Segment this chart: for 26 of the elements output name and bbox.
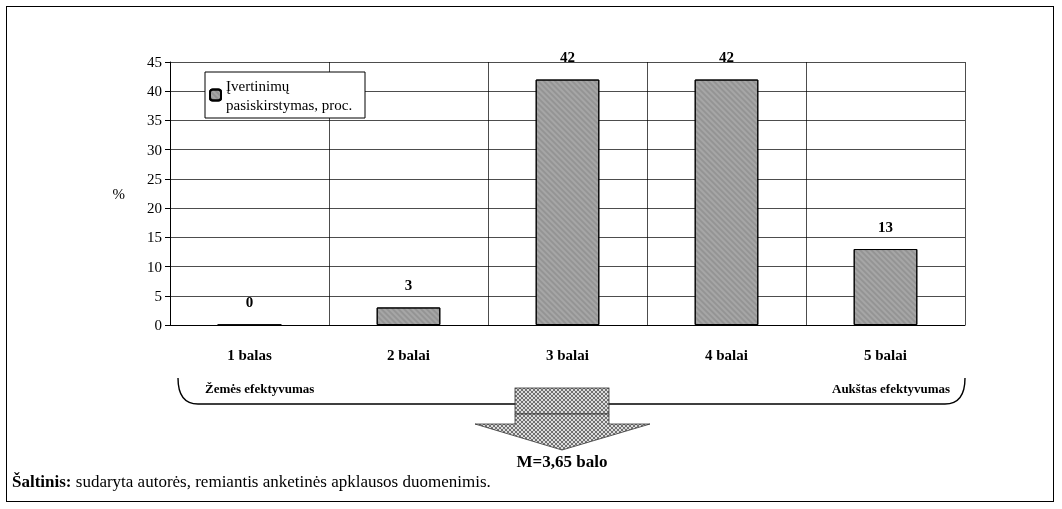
- data-label: 42: [560, 49, 575, 66]
- text: Žemės efektyvumas: [205, 381, 315, 397]
- data-label: 42: [719, 49, 734, 66]
- y-tick-label: 15: [147, 229, 162, 246]
- text: Šaltinis: sudaryta autorės, remiantis anketinės apklausos duomenimis.: [12, 472, 491, 492]
- x-tick-label: 4 balai: [705, 346, 748, 363]
- x-tick-label: 5 balai: [864, 346, 907, 363]
- y-tick-label: 30: [147, 141, 162, 158]
- y-tick-label: 20: [147, 200, 162, 217]
- y-tick-label: 35: [147, 112, 162, 129]
- y-tick-label: 25: [147, 170, 162, 187]
- y-tick-label: 0: [154, 317, 162, 333]
- legend-label: Įvertinimų pasiskirstymas, proc.: [226, 77, 353, 113]
- x-tick-label: 2 balai: [387, 346, 430, 363]
- data-label: 13: [878, 218, 893, 235]
- y-tick-label: 45: [147, 54, 162, 70]
- x-tick-label: 1 balas: [227, 346, 272, 363]
- x-tick-label: 3 balai: [546, 346, 589, 363]
- data-label: 3: [404, 276, 413, 293]
- text: Aukštas efektyvumas: [832, 381, 951, 397]
- y-axis-title: %: [112, 185, 125, 202]
- y-tick-label: 5: [154, 287, 162, 304]
- y-tick-label: 40: [147, 83, 162, 100]
- data-label: 0: [245, 294, 254, 310]
- text: M=3,65 balo: [516, 452, 608, 472]
- y-tick-label: 10: [147, 258, 162, 275]
